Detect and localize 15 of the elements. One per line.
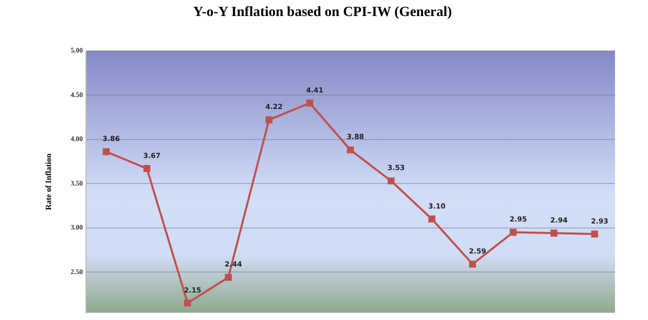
- point: [306, 100, 314, 106]
- point: [550, 230, 558, 237]
- point: [510, 228, 517, 236]
- point: [184, 300, 192, 307]
- point: [224, 274, 232, 281]
- point: [266, 116, 272, 124]
- point: [102, 148, 110, 156]
- point: [469, 260, 476, 268]
- y-axis-title: Rate of Inflation: [44, 153, 53, 210]
- chart-title: Y-o-Y Inflation based on CPI-IW (General): [193, 5, 452, 20]
- point: [143, 165, 150, 172]
- point: [346, 146, 354, 154]
- point: [428, 216, 436, 222]
- point: [591, 230, 598, 238]
- point: [388, 177, 395, 184]
